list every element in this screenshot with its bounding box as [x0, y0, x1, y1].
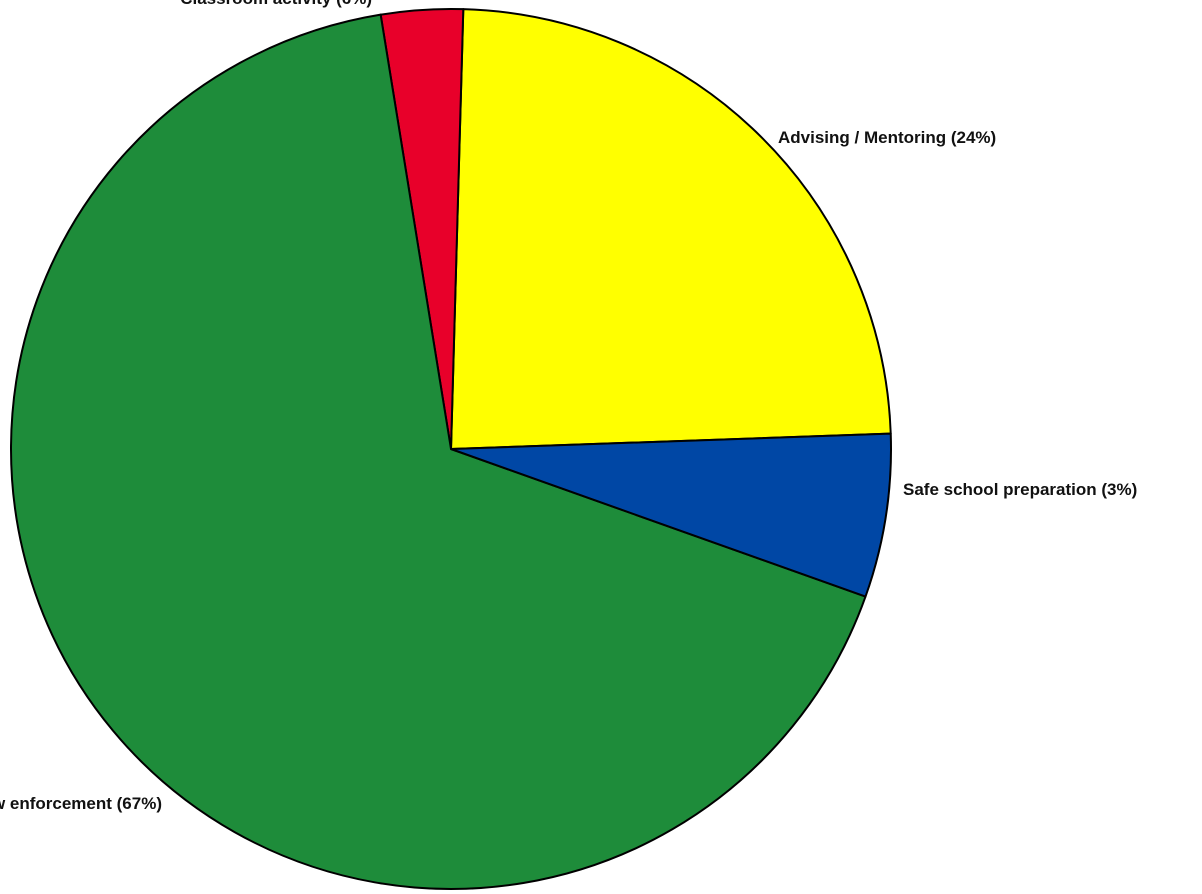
slice-label-safe-school-preparation: Safe school preparation (3%): [903, 480, 1137, 499]
slice-label-classroom-activity: Classroom activity (6%): [180, 0, 372, 8]
slice-label-advising-mentoring: Advising / Mentoring (24%): [778, 128, 996, 147]
pie-slice-classroom-activity: [450, 432, 892, 598]
pie-slices: [10, 8, 892, 890]
pie-slice-law-enforcement: [10, 13, 867, 890]
pie-slice-advising-mentoring: [450, 8, 892, 450]
slice-label-law-enforcement: Law enforcement (67%): [0, 794, 162, 813]
pie-labels: Advising / Mentoring (24%) Safe school pr…: [0, 0, 1137, 813]
